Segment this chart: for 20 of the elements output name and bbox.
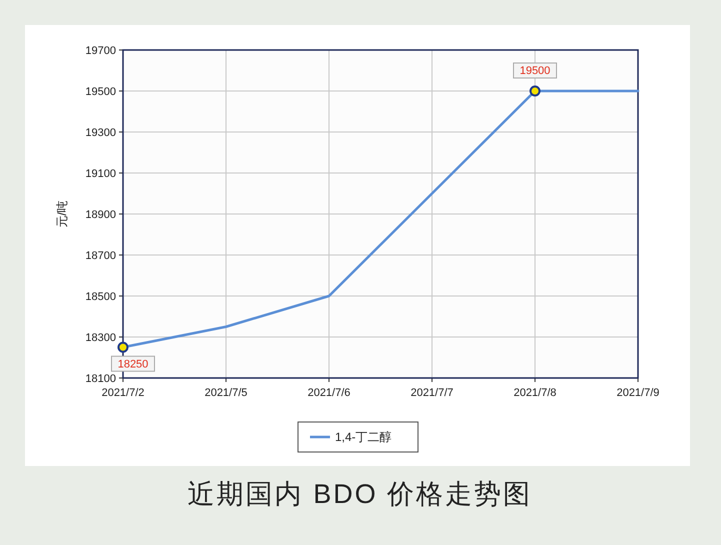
y-tick-label: 18900 xyxy=(85,209,116,221)
legend-label: 1,4-丁二醇 xyxy=(335,430,392,444)
y-tick-label: 19700 xyxy=(85,45,116,57)
y-tick-label: 18100 xyxy=(85,373,116,385)
x-tick-label: 2021/7/6 xyxy=(308,387,350,399)
x-tick-label: 2021/7/7 xyxy=(410,387,454,399)
y-tick-label: 19100 xyxy=(85,168,116,180)
y-tick-label: 18700 xyxy=(85,250,116,262)
data-label: 19500 xyxy=(520,65,550,77)
y-tick-label: 18300 xyxy=(85,332,116,344)
text: 近期国内 BDO 价格走势图 xyxy=(188,479,532,509)
data-label: 18250 xyxy=(118,358,148,370)
x-tick-label: 2021/7/9 xyxy=(616,387,660,399)
x-tick-label: 2021/7/8 xyxy=(514,387,556,399)
x-tick-label: 2021/7/2 xyxy=(102,387,144,399)
x-tick-label: 2021/7/5 xyxy=(204,387,248,399)
y-axis-title: 元/吨 xyxy=(55,200,69,228)
y-tick-label: 19500 xyxy=(85,86,116,98)
y-tick-label: 18500 xyxy=(85,291,116,303)
y-tick-label: 19300 xyxy=(85,127,116,139)
